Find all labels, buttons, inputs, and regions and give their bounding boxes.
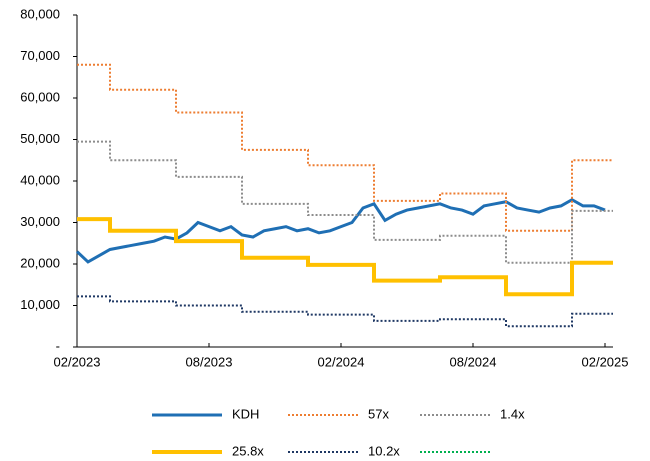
legend-label: 10.2x — [368, 443, 400, 458]
legend-label: 57x — [368, 406, 389, 421]
series-line — [77, 63, 613, 232]
y-tick-label: - — [56, 338, 60, 353]
x-tick-label: 08/2024 — [450, 354, 497, 369]
y-tick-label: 60,000 — [20, 89, 60, 104]
y-tick-label: 70,000 — [20, 48, 60, 63]
legend-label: 1.4x — [500, 406, 525, 421]
x-tick-label: 08/2023 — [186, 354, 233, 369]
x-tick-label: 02/2025 — [582, 354, 629, 369]
y-tick-label: 10,000 — [20, 297, 60, 312]
series-line — [77, 217, 613, 297]
y-tick-label: 50,000 — [20, 131, 60, 146]
series-line — [77, 140, 613, 264]
y-tick-label: 80,000 — [20, 6, 60, 21]
y-tick-label: 40,000 — [20, 172, 60, 187]
x-tick-label: 02/2023 — [54, 354, 101, 369]
y-tick-label: 30,000 — [20, 214, 60, 229]
legend-label: KDH — [232, 406, 259, 421]
series-line — [77, 295, 613, 328]
y-tick-label: 20,000 — [20, 255, 60, 270]
series-line — [75, 197, 606, 264]
x-tick-label: 02/2024 — [318, 354, 365, 369]
legend-label: 25.8x — [232, 443, 264, 458]
